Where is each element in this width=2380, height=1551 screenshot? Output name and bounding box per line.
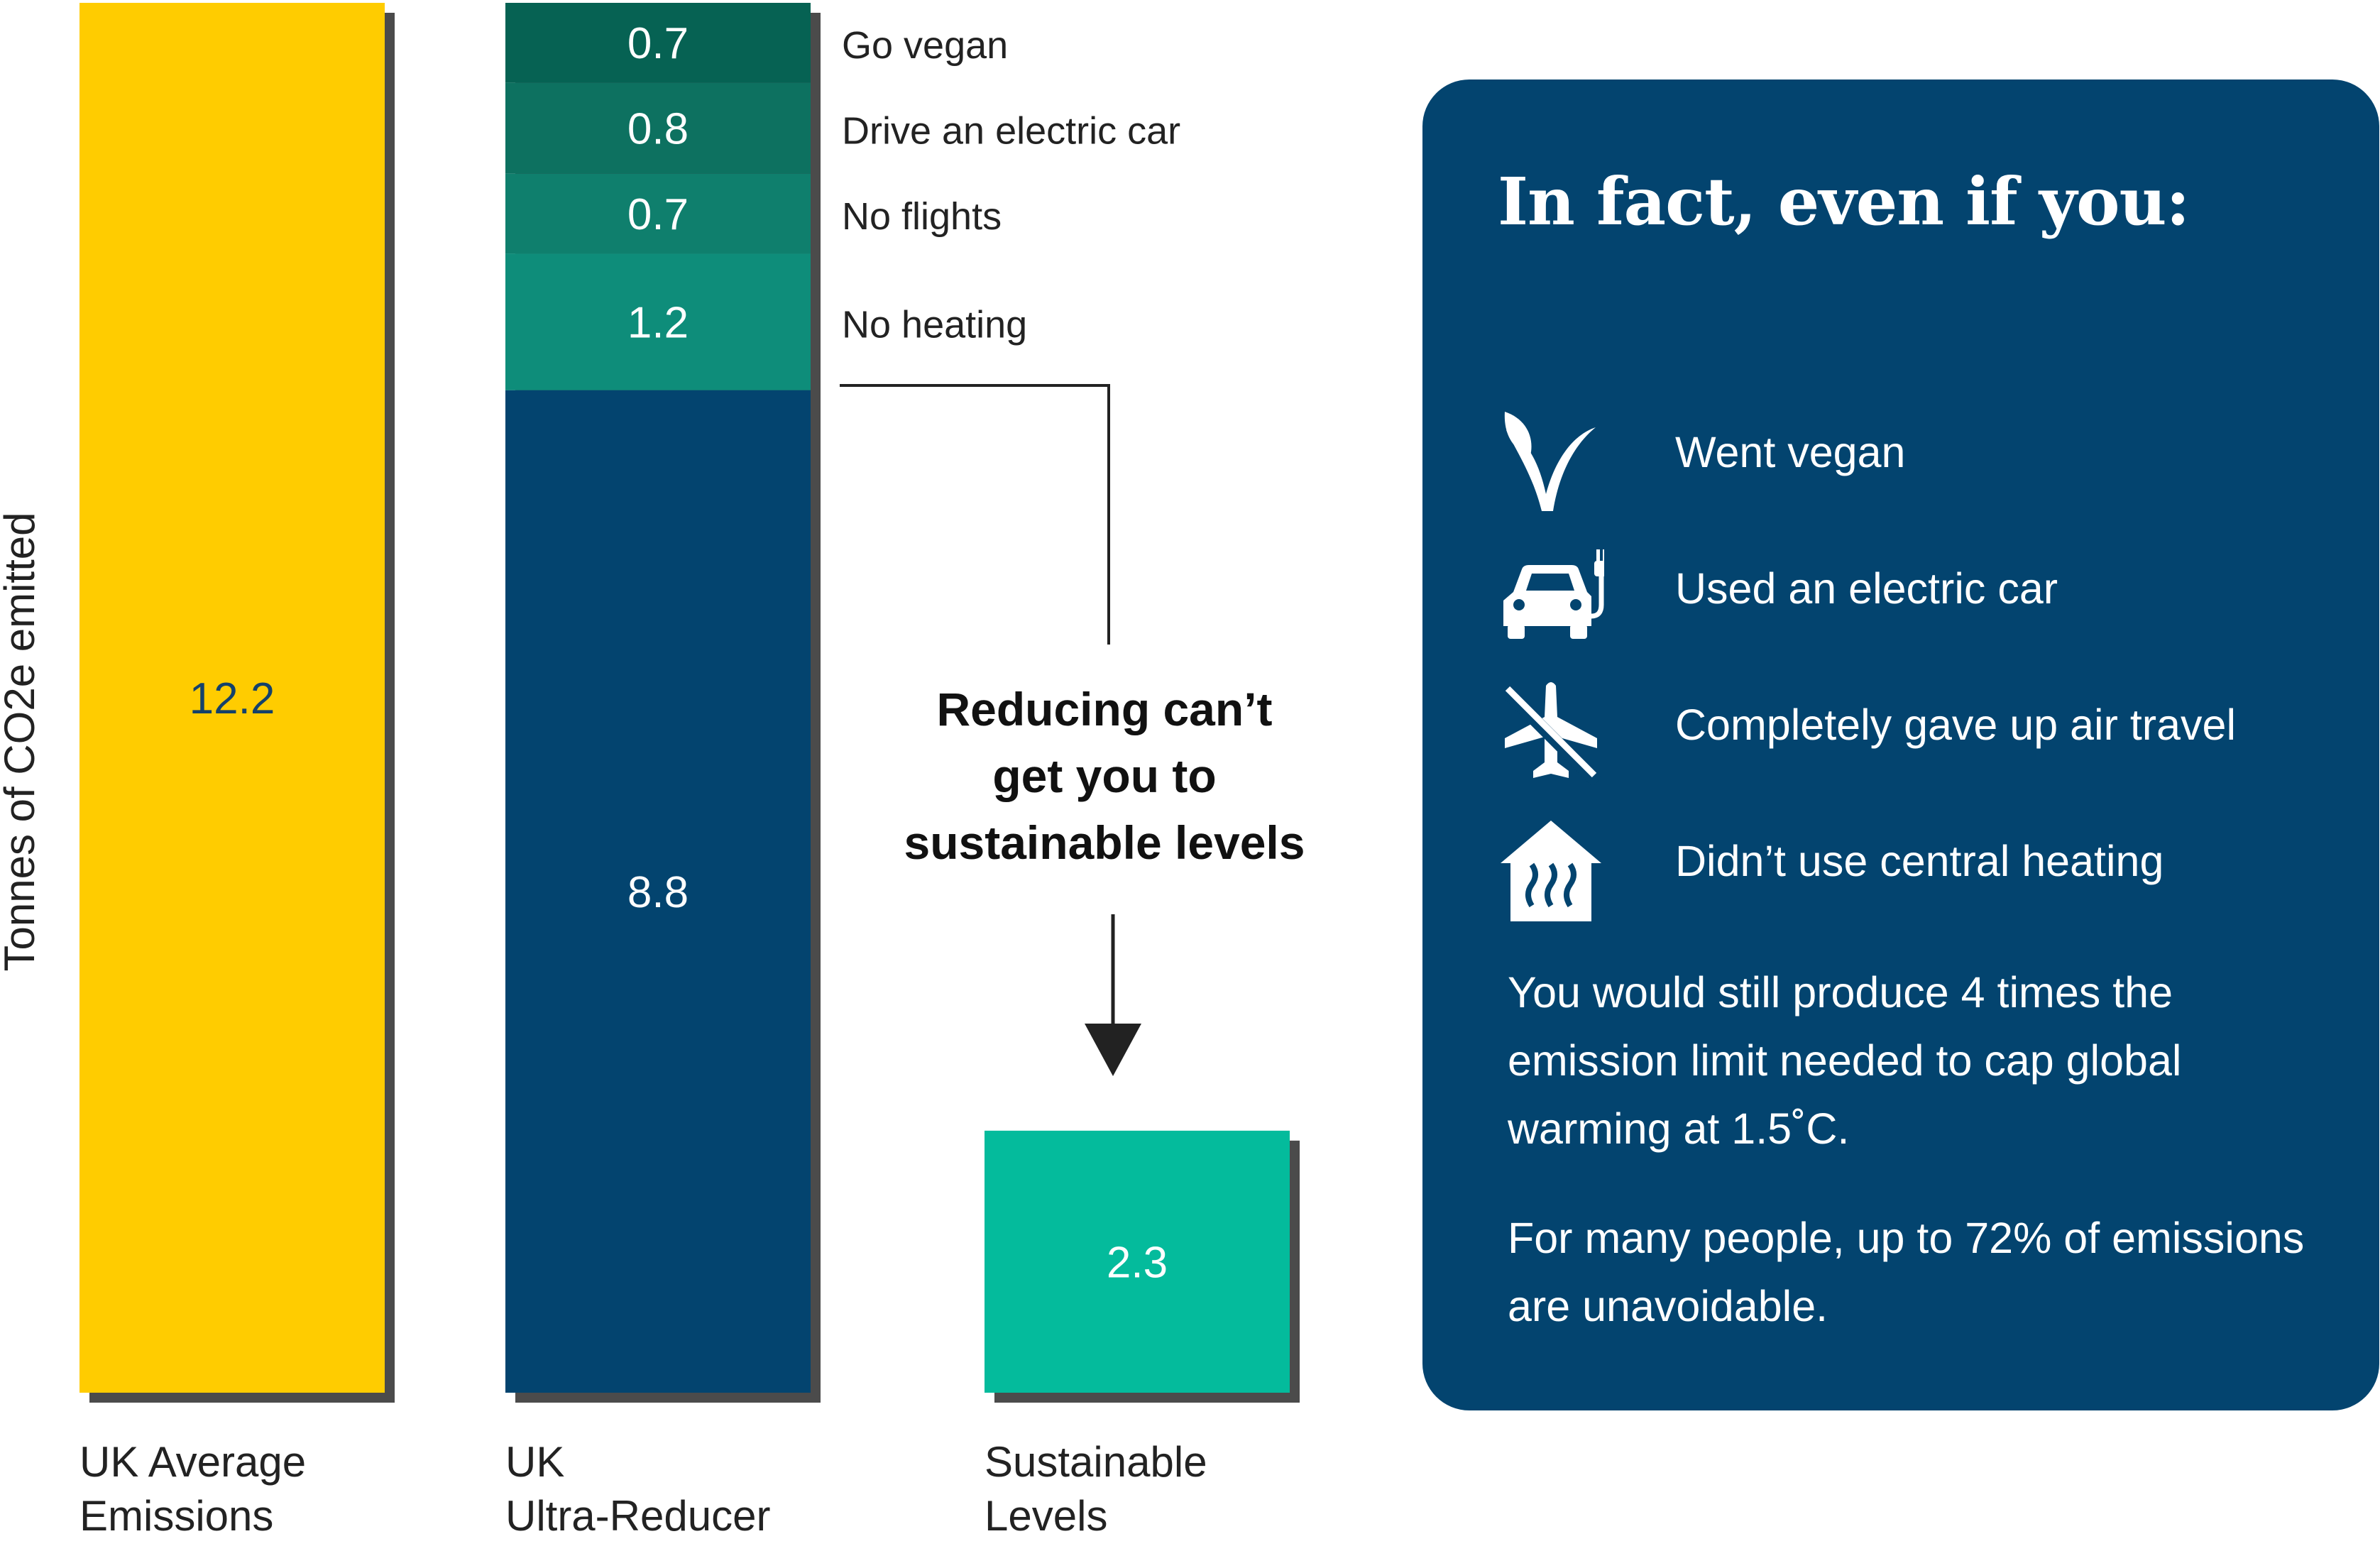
bar-value-label: 2.3 (1107, 1238, 1168, 1287)
segment-annotation: Go vegan (842, 24, 1008, 67)
segment-annotation: No heating (842, 303, 1027, 346)
list-item-label: Didn’t use central heating (1675, 837, 2164, 885)
bar-value-label: 12.2 (190, 674, 275, 723)
emissions-chart: Tonnes of CO2e emitted 12.2 UK Average Emis… (0, 3, 1305, 1540)
list-item-no-flights: Completely gave up air travel (1422, 664, 2379, 785)
bar-segment (505, 253, 811, 390)
list-item-label: Used an electric car (1675, 564, 2058, 613)
bar-segment (505, 390, 811, 1393)
bar-value-label: 8.8 (627, 868, 689, 917)
info-panel: In fact, even if you: Went vegan Used an… (1422, 80, 2379, 1410)
bar-segment (985, 1130, 1290, 1393)
category-label: Emissions (79, 1492, 273, 1540)
bar-value-label: 0.7 (627, 190, 689, 239)
panel-title: In fact, even if you: (1498, 163, 2190, 240)
bar-segment (505, 173, 811, 254)
annotation-text: sustainable levels (904, 816, 1305, 869)
leaf-icon (1504, 412, 1596, 511)
segment-annotation: Drive an electric car (842, 110, 1180, 153)
panel-paragraph-2: For many people, up to 72% of emissions … (1508, 1214, 2305, 1330)
bar-value-label: 0.7 (627, 19, 689, 68)
category-label: Levels (985, 1492, 1107, 1540)
list-item-vegan: Went vegan (1422, 392, 2379, 513)
category-label: Ultra-Reducer (505, 1492, 770, 1540)
list-item-no-heating: Didn’t use central heating (1422, 801, 2379, 921)
category-label: UK (505, 1438, 564, 1486)
segment-annotation: No flights (842, 195, 1002, 238)
y-axis-label: Tonnes of CO2e emitted (0, 512, 43, 971)
bar-value-label: 1.2 (627, 298, 689, 347)
bar-segment (79, 3, 385, 1393)
house-heating-icon (1501, 821, 1601, 921)
list-item-label: Completely gave up air travel (1675, 701, 2236, 749)
bar-segment (505, 82, 811, 174)
list-item-electric-car: Used an electric car (1422, 528, 2379, 649)
category-label: Sustainable (985, 1438, 1207, 1486)
category-label: UK Average (79, 1438, 306, 1486)
electric-car-icon (1503, 549, 1604, 639)
connector-line (840, 384, 1110, 645)
list-item-label: Went vegan (1675, 428, 1906, 476)
no-flight-icon (1500, 682, 1602, 785)
annotation-text: get you to (992, 750, 1216, 802)
arrow-head (1085, 1024, 1141, 1076)
bar-segment (505, 3, 811, 83)
annotation-text: Reducing can’t (936, 683, 1272, 735)
panel-paragraph-1: You would still produce 4 times the emis… (1508, 968, 2182, 1153)
bar-value-label: 0.8 (627, 105, 689, 154)
